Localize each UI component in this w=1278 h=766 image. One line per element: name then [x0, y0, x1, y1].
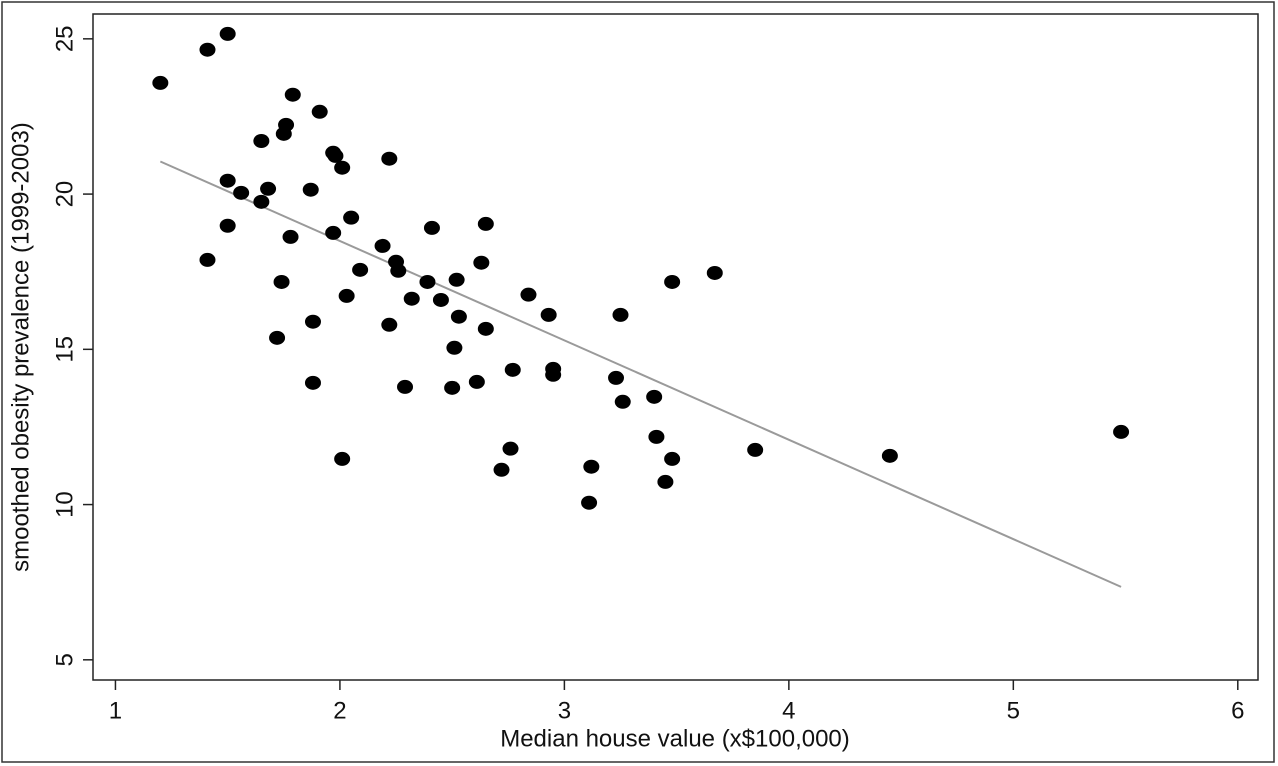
scatter-point	[325, 225, 342, 240]
y-tick-label: 5	[51, 653, 78, 666]
scatter-point	[664, 451, 681, 466]
y-tick-label: 20	[51, 181, 78, 208]
scatter-point	[397, 379, 414, 394]
scatter-point	[334, 451, 351, 466]
scatter-point	[1113, 424, 1130, 439]
scatter-point	[502, 441, 519, 456]
x-tick-label: 3	[558, 697, 571, 724]
scatter-point	[664, 274, 681, 289]
scatter-point	[448, 272, 465, 287]
scatter-point	[352, 262, 369, 277]
scatter-point	[219, 26, 236, 41]
scatter-point	[275, 126, 292, 141]
scatter-point	[581, 495, 598, 510]
x-tick-label: 6	[1231, 697, 1244, 724]
x-tick-label: 4	[782, 697, 795, 724]
scatter-point	[747, 442, 764, 457]
scatter-point	[233, 185, 250, 200]
scatter-point	[419, 274, 436, 289]
scatter-point	[608, 370, 625, 385]
scatter-point	[403, 291, 420, 306]
scatter-point	[282, 229, 299, 244]
scatter-point	[493, 462, 510, 477]
scatter-point	[260, 181, 277, 196]
scatter-point	[444, 380, 461, 395]
y-tick-label: 15	[51, 336, 78, 363]
scatter-point	[477, 216, 494, 231]
plot-frame	[92, 13, 1259, 681]
x-axis-label: Median house value (x$100,000)	[500, 725, 850, 752]
scatter-point	[612, 307, 629, 322]
scatter-point	[583, 459, 600, 474]
scatter-point	[269, 330, 286, 345]
scatter-point	[432, 292, 449, 307]
scatter-point	[881, 448, 898, 463]
scatter-point	[381, 317, 398, 332]
scatter-point	[302, 182, 319, 197]
scatter-point	[253, 194, 270, 209]
y-tick-label: 10	[51, 491, 78, 518]
scatter-point	[423, 220, 440, 235]
x-tick-label: 5	[1007, 697, 1020, 724]
scatter-point	[374, 238, 391, 253]
x-tick-label: 1	[109, 697, 122, 724]
scatter-point	[304, 375, 321, 390]
x-tick-label: 2	[333, 697, 346, 724]
scatter-point	[343, 210, 360, 225]
scatter-point	[152, 75, 169, 90]
scatter-point	[614, 394, 631, 409]
scatter-point	[334, 160, 351, 175]
scatter-point	[327, 148, 344, 163]
scatter-point	[706, 265, 723, 280]
scatter-point	[199, 252, 216, 267]
scatter-point	[648, 429, 665, 444]
scatter-point	[646, 389, 663, 404]
scatter-point	[381, 151, 398, 166]
scatter-point	[311, 104, 328, 119]
scatter-point	[504, 362, 521, 377]
scatter-point	[540, 307, 557, 322]
scatter-point	[468, 374, 485, 389]
scatter-point	[219, 218, 236, 233]
scatter-point	[284, 87, 301, 102]
scatter-point	[477, 321, 494, 336]
y-tick-label: 25	[51, 25, 78, 52]
scatter-point	[219, 173, 236, 188]
scatter-point	[199, 42, 216, 57]
scatter-point	[450, 309, 467, 324]
scatter-point	[253, 133, 270, 148]
scatter-point	[657, 474, 674, 489]
scatter-point	[304, 314, 321, 329]
scatter-point	[338, 288, 355, 303]
scatter-point	[520, 287, 537, 302]
y-axis-label: smoothed obesity prevalence (1999-2003)	[7, 122, 34, 572]
scatter-point	[545, 367, 562, 382]
scatter-point	[273, 274, 290, 289]
scatter-point	[446, 340, 463, 355]
fit-line	[159, 160, 1122, 588]
scatter-point	[473, 255, 490, 270]
scatter-point	[390, 263, 407, 278]
